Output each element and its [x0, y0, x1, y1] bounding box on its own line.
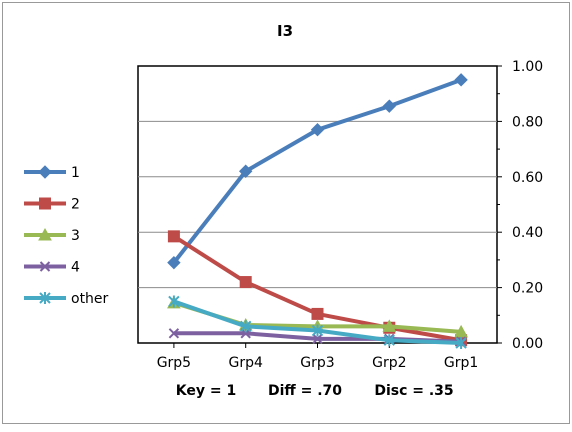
- data-point: [310, 123, 325, 137]
- legend-marker: [39, 292, 51, 304]
- data-point: [168, 295, 180, 308]
- data-point: [311, 324, 324, 337]
- y-tick-label: 0.80: [512, 114, 543, 130]
- legend-label: 2: [71, 197, 80, 213]
- footer-key: Key = 1: [176, 383, 236, 399]
- data-point: [167, 255, 181, 270]
- legend: 1 2 3 4 other: [24, 165, 109, 307]
- footer-disc: Disc = .35: [374, 383, 453, 399]
- data-point: [239, 276, 252, 289]
- data-point: [311, 307, 324, 320]
- chart-title: I3: [277, 22, 293, 40]
- data-point: [312, 333, 323, 345]
- series-group: [167, 73, 468, 349]
- x-tick-label: Grp4: [228, 355, 262, 371]
- data-point: [382, 319, 397, 332]
- legend-item: 2: [24, 197, 80, 213]
- data-point: [455, 337, 467, 349]
- legend-marker: [38, 165, 52, 179]
- legend-marker: [39, 261, 51, 272]
- legend-marker: [38, 227, 52, 241]
- series-other: [168, 295, 467, 349]
- x-tick-label: Grp5: [157, 355, 191, 371]
- data-point: [239, 320, 252, 333]
- legend-label: other: [71, 291, 109, 307]
- y-tick-label: 1.00: [512, 59, 543, 75]
- data-point: [168, 328, 180, 339]
- data-point: [382, 99, 397, 113]
- legend-item: 3: [24, 227, 80, 244]
- legend-label: 4: [71, 260, 80, 276]
- y-tick-label: 0.60: [512, 170, 543, 186]
- x-tick-label: Grp2: [372, 355, 406, 371]
- legend-marker: [39, 197, 51, 210]
- legend-item: 1: [24, 165, 80, 181]
- legend-label: 3: [71, 228, 80, 244]
- x-tick-label: Grp1: [444, 355, 478, 371]
- data-point: [454, 73, 468, 87]
- plot-area: [137, 65, 498, 344]
- y-axis: 0.00 0.20 0.40 0.60 0.80 1.00: [497, 59, 543, 352]
- data-point: [238, 164, 253, 178]
- legend-item: other: [24, 291, 109, 307]
- legend-item: 4: [24, 260, 80, 276]
- data-point: [383, 334, 396, 347]
- x-tick-label: Grp3: [300, 355, 334, 371]
- y-tick-label: 0.00: [512, 336, 543, 352]
- data-point: [167, 230, 180, 243]
- footer-diff: Diff = .70: [268, 383, 342, 399]
- legend-label: 1: [71, 165, 80, 181]
- data-point: [454, 324, 468, 338]
- x-axis: Grp5 Grp4 Grp3 Grp2 Grp1: [157, 343, 478, 371]
- y-tick-label: 0.40: [512, 225, 543, 241]
- y-tick-label: 0.20: [512, 281, 543, 297]
- series-1: [167, 73, 468, 270]
